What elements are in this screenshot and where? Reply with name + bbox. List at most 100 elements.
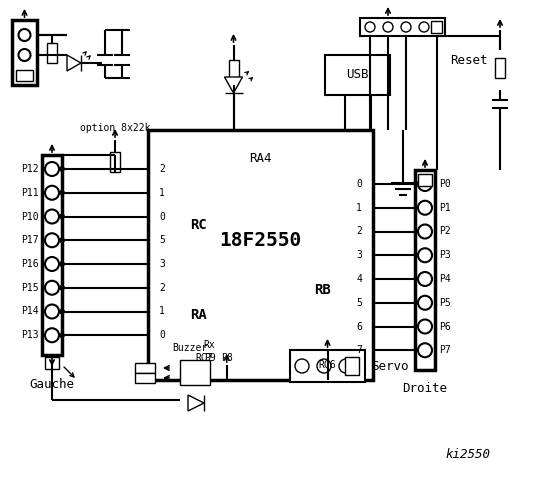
Bar [42,155,62,355]
Text: P9: P9 [204,353,216,363]
Bar [148,130,373,380]
Text: RC6: RC6 [318,360,336,370]
Bar [12,20,37,85]
Text: 5: 5 [159,235,165,245]
Text: P14: P14 [22,307,39,316]
Circle shape [60,214,65,219]
Bar [110,152,120,172]
Text: 2: 2 [356,227,362,237]
Text: RA4: RA4 [249,152,272,165]
Text: 7: 7 [356,345,362,355]
Text: 6: 6 [356,322,362,332]
Text: RC: RC [190,218,207,232]
Circle shape [60,285,65,290]
Text: P7: P7 [439,345,451,355]
Circle shape [60,309,65,314]
Text: 2: 2 [159,283,165,293]
Circle shape [418,177,432,191]
Bar [45,357,59,369]
Text: RB: RB [314,283,331,297]
Polygon shape [67,55,81,71]
Circle shape [18,49,30,61]
Bar [345,357,359,375]
Circle shape [60,262,65,266]
Bar [418,174,432,186]
Text: P5: P5 [439,298,451,308]
Text: 0: 0 [356,179,362,189]
Text: USB: USB [346,69,369,82]
Text: ki2550: ki2550 [445,448,490,461]
Circle shape [418,225,432,239]
Text: 1: 1 [356,203,362,213]
Text: 3: 3 [356,250,362,260]
Circle shape [60,238,65,243]
Text: P16: P16 [22,259,39,269]
Text: P12: P12 [22,164,39,174]
Bar [495,58,505,78]
Bar [360,18,445,36]
Circle shape [45,186,59,200]
Bar [135,373,155,383]
Text: Rx: Rx [203,340,215,350]
Text: P6: P6 [439,322,451,332]
Bar [16,70,33,81]
Text: Buzzer: Buzzer [173,343,207,353]
Circle shape [60,333,65,338]
Text: 1: 1 [159,188,165,198]
Text: Reset: Reset [451,53,488,67]
Circle shape [365,22,375,32]
Circle shape [45,281,59,295]
Text: 4: 4 [356,274,362,284]
Circle shape [418,272,432,286]
Text: P15: P15 [22,283,39,293]
Polygon shape [188,395,204,411]
Circle shape [295,359,309,373]
Text: P11: P11 [22,188,39,198]
Bar [415,170,435,370]
Circle shape [45,304,59,319]
Circle shape [60,167,65,171]
Text: 18F2550: 18F2550 [220,230,301,250]
Circle shape [60,190,65,195]
Circle shape [45,257,59,271]
Text: 3: 3 [159,259,165,269]
Bar [325,55,390,95]
Bar [431,21,442,33]
Text: P1: P1 [439,203,451,213]
Circle shape [418,201,432,215]
Bar [180,360,210,385]
Text: P8: P8 [221,353,233,363]
Text: P13: P13 [22,330,39,340]
Circle shape [418,248,432,262]
Text: P10: P10 [22,212,39,221]
Circle shape [45,328,59,342]
Circle shape [317,359,331,373]
Bar [135,363,155,373]
Text: 0: 0 [159,212,165,221]
Circle shape [339,359,353,373]
Text: RA: RA [190,308,207,322]
Circle shape [45,209,59,224]
Circle shape [45,162,59,176]
Text: 1: 1 [159,307,165,316]
Circle shape [401,22,411,32]
Circle shape [418,343,432,357]
Text: P3: P3 [439,250,451,260]
Text: RC7: RC7 [195,353,212,363]
Text: Droite: Droite [403,382,447,395]
Text: P2: P2 [439,227,451,237]
Bar [47,43,57,63]
Circle shape [45,233,59,247]
Circle shape [419,22,429,32]
Text: 0: 0 [159,330,165,340]
Text: Gauche: Gauche [29,379,75,392]
Bar [290,350,365,382]
Text: 2: 2 [159,164,165,174]
Text: P17: P17 [22,235,39,245]
Circle shape [383,22,393,32]
Text: option 8x22k: option 8x22k [80,123,150,133]
Polygon shape [225,77,243,93]
Text: 5: 5 [356,298,362,308]
Text: P4: P4 [439,274,451,284]
Text: P0: P0 [439,179,451,189]
